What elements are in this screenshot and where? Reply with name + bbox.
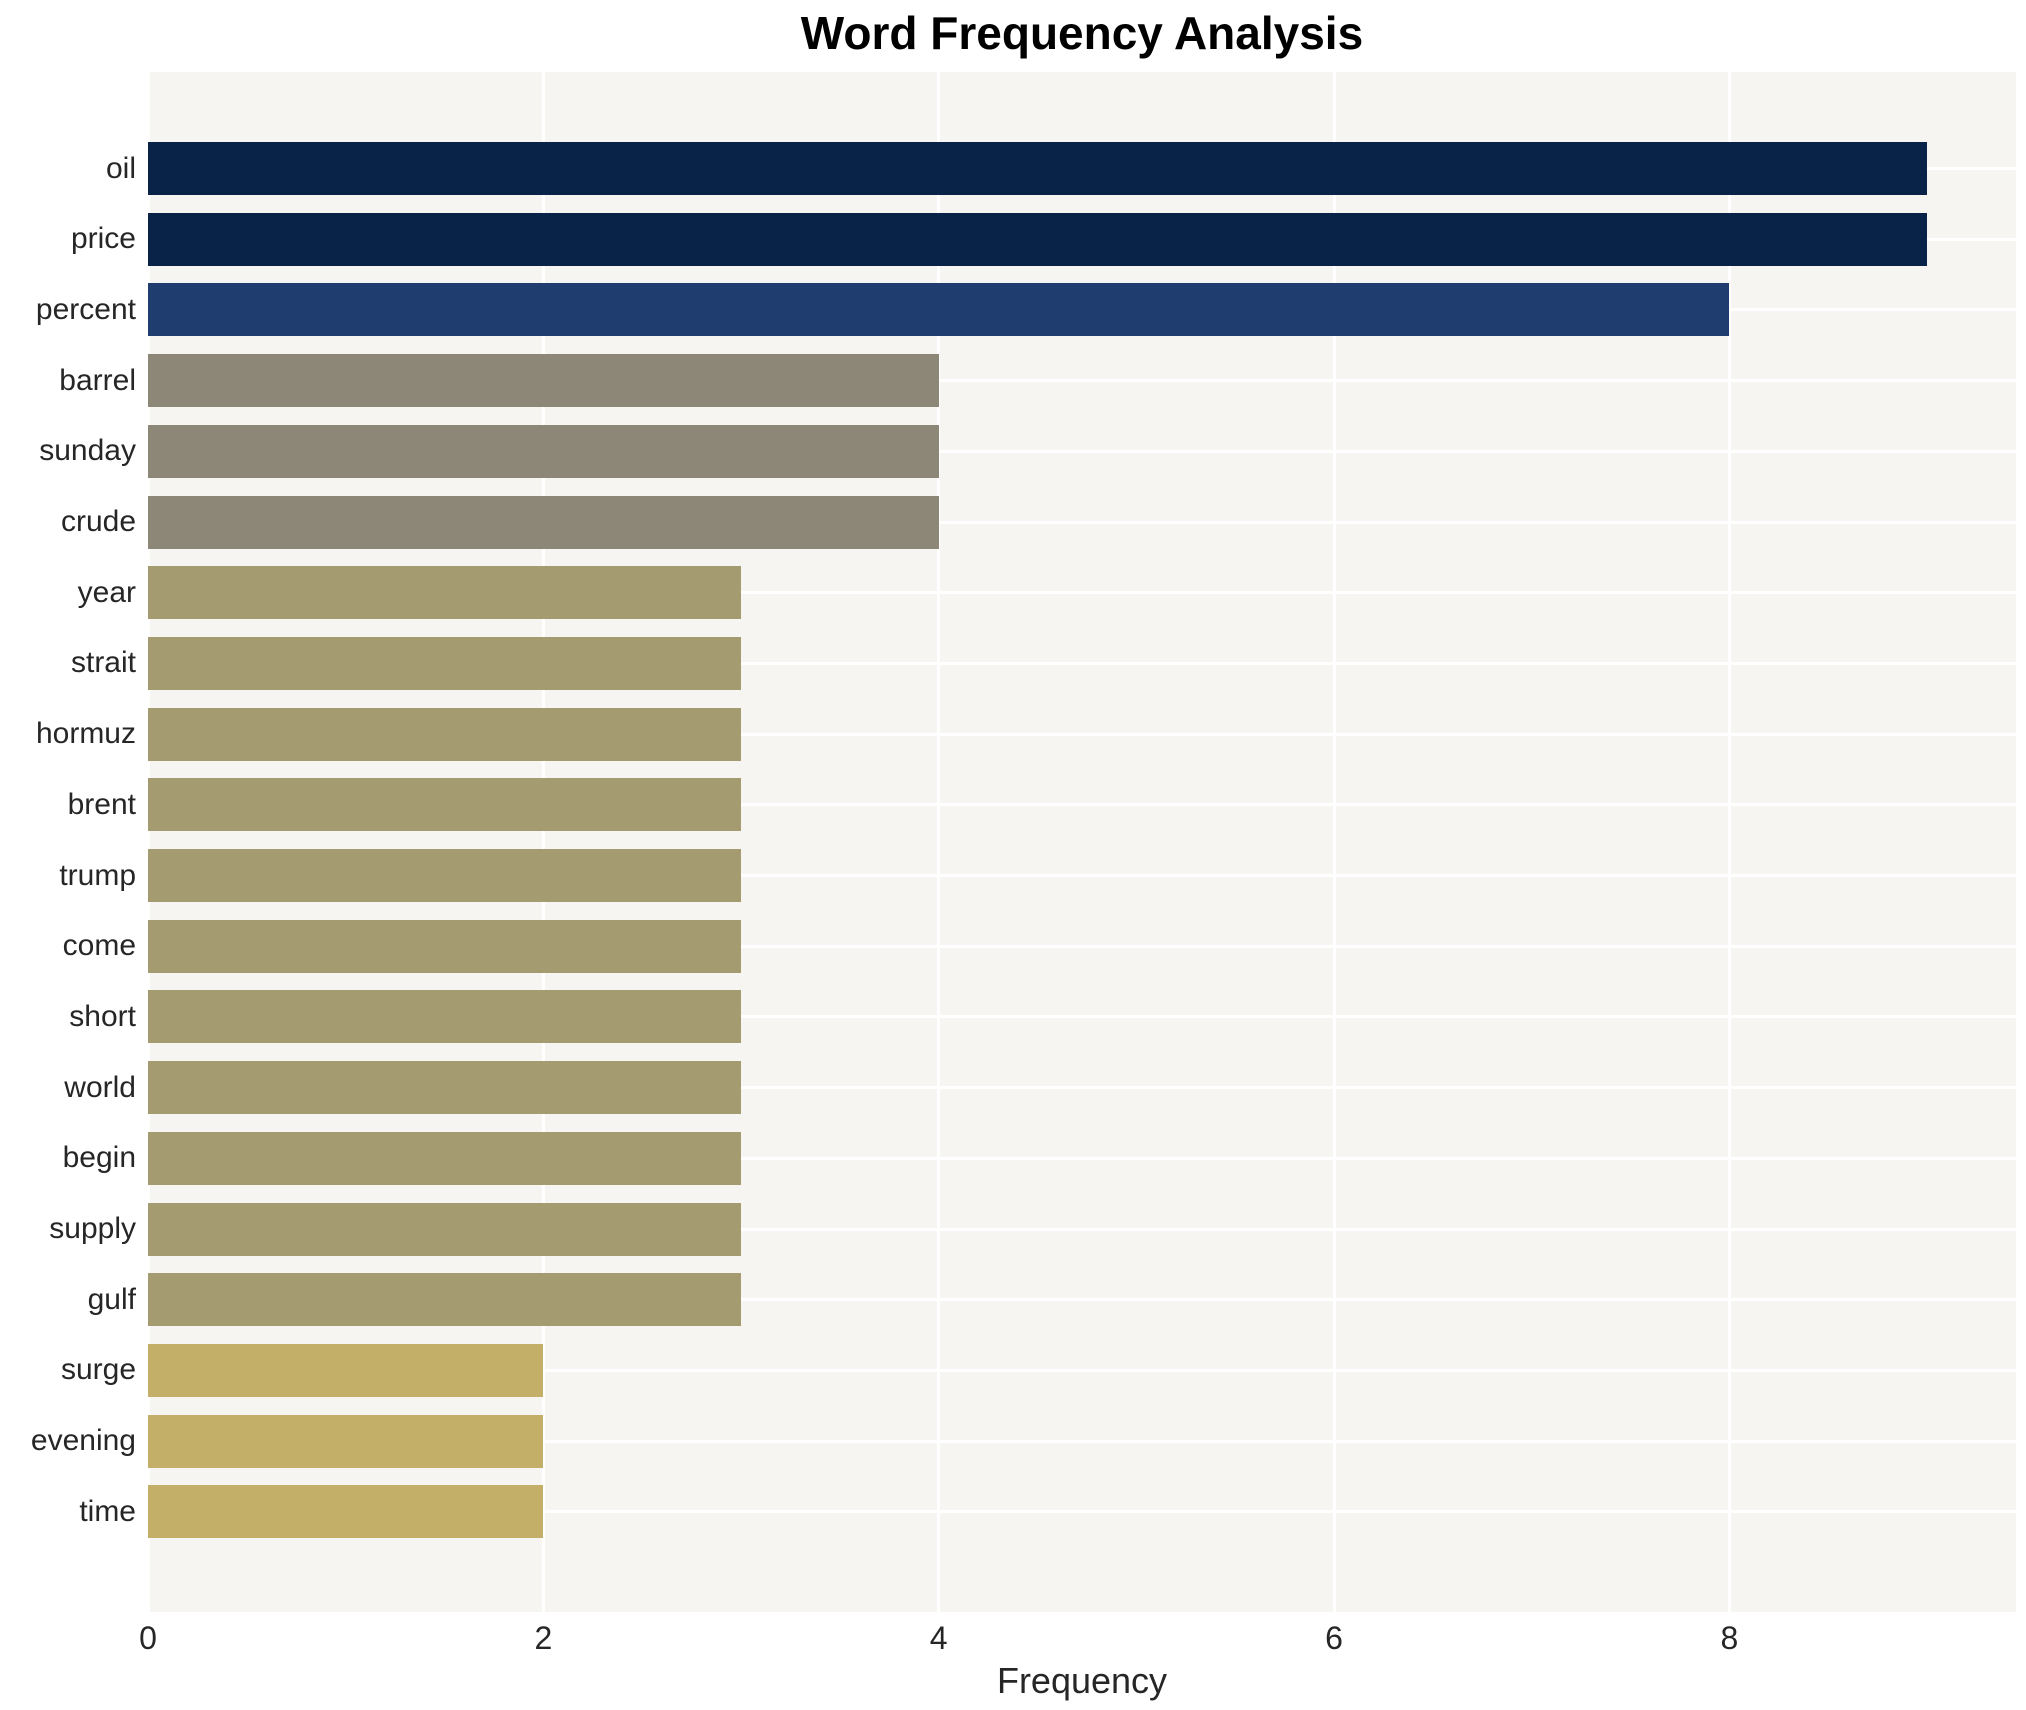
y-axis-labels: oil price percent barrel sunday crude year stra… <box>0 72 136 1612</box>
bar-trump <box>148 849 742 902</box>
y-gridline <box>148 1227 2016 1231</box>
x-axis-title: Frequency <box>996 1660 1168 1701</box>
y-label-hormuz: hormuz <box>35 717 136 751</box>
y-label-year: year <box>77 575 136 609</box>
bar-come <box>148 919 742 973</box>
y-label-short: short <box>69 999 136 1033</box>
x-gridline <box>146 72 150 1612</box>
y-gridline <box>148 944 2016 948</box>
x-tick-label: 2 <box>534 1620 553 1656</box>
y-gridline <box>148 803 2016 807</box>
bar-surge <box>148 1343 544 1397</box>
bar-barrel <box>148 354 939 408</box>
bar-strait <box>148 636 742 690</box>
bar-crude <box>148 495 939 549</box>
y-label-brent: brent <box>67 787 136 821</box>
y-gridline <box>148 379 2016 383</box>
y-gridline <box>148 874 2016 877</box>
y-label-time: time <box>79 1494 136 1528</box>
bar-world <box>148 1061 742 1115</box>
y-gridline <box>148 1015 2016 1019</box>
bar-gulf <box>148 1273 742 1327</box>
bar-evening <box>148 1414 544 1468</box>
y-gridline <box>148 449 2016 453</box>
x-gridline <box>541 72 545 1612</box>
x-tick-label: 8 <box>1720 1620 1739 1656</box>
y-label-evening: evening <box>30 1424 136 1458</box>
plot-area <box>146 72 2016 1612</box>
x-axis: 0 2 4 6 8 <box>139 1612 2016 1672</box>
y-label-oil: oil <box>105 151 136 185</box>
bar-year <box>148 566 742 620</box>
y-label-world: world <box>64 1070 136 1104</box>
y-label-percent: percent <box>35 292 136 326</box>
bar-oil <box>148 142 1928 195</box>
x-tick-label: 4 <box>929 1620 948 1656</box>
y-label-surge: surge <box>60 1353 136 1387</box>
y-label-crude: crude <box>60 505 136 538</box>
x-gridline <box>1332 72 1336 1612</box>
y-gridline <box>148 1368 2016 1372</box>
y-gridline <box>148 732 2016 736</box>
y-gridline <box>148 591 2016 595</box>
y-gridline <box>148 1156 2016 1160</box>
y-gridline <box>148 661 2016 665</box>
y-label-supply: supply <box>49 1212 136 1245</box>
y-label-come: come <box>62 929 136 963</box>
bar-time <box>148 1485 544 1539</box>
bar-begin <box>148 1131 742 1185</box>
bar-short <box>148 990 742 1044</box>
x-gridline <box>1727 72 1731 1612</box>
y-label-trump: trump <box>59 858 136 892</box>
x-tick-label: 0 <box>139 1620 157 1656</box>
y-gridline <box>148 1086 2016 1090</box>
x-gridline <box>937 72 941 1612</box>
bar-brent <box>148 778 742 832</box>
y-label-begin: begin <box>62 1141 136 1175</box>
y-gridline <box>148 1510 2016 1514</box>
y-gridline <box>148 1439 2016 1443</box>
y-label-gulf: gulf <box>87 1282 136 1316</box>
bar-sunday <box>148 424 939 478</box>
x-tick-label: 6 <box>1325 1620 1343 1656</box>
y-label-strait: strait <box>70 646 136 680</box>
bar-hormuz <box>148 707 742 761</box>
chart-title: Word Frequency Analysis <box>800 7 1364 59</box>
bar-percent <box>148 283 1730 337</box>
y-gridline <box>148 1298 2016 1302</box>
y-gridline <box>148 520 2016 524</box>
bar-price <box>148 212 1928 266</box>
bar-supply <box>148 1202 742 1256</box>
y-label-sunday: sunday <box>39 434 136 468</box>
y-label-barrel: barrel <box>59 363 136 397</box>
y-label-price: price <box>70 222 136 256</box>
